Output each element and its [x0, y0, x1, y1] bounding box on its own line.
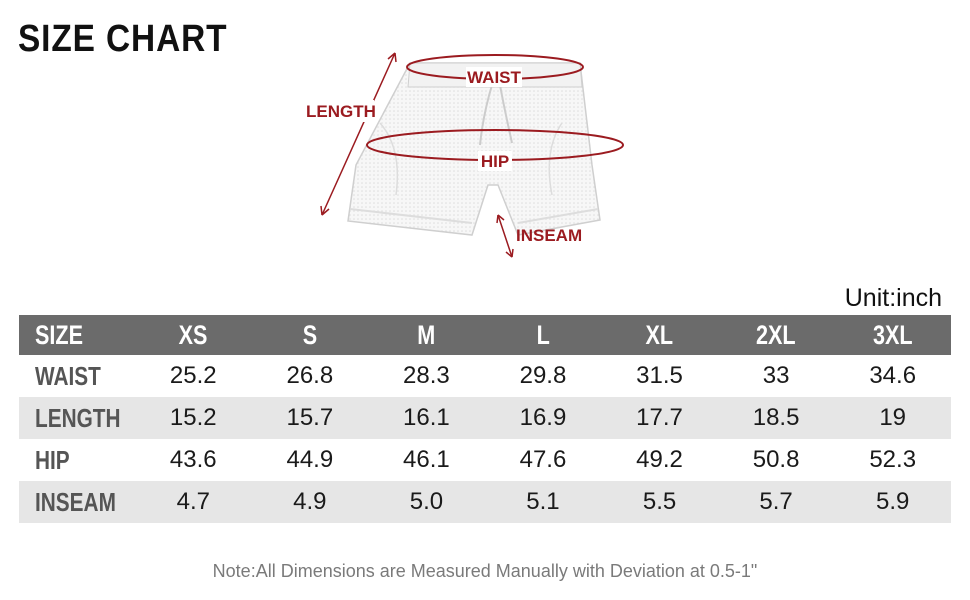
- measurement-note: Note:All Dimensions are Measured Manuall…: [212, 561, 758, 581]
- table-cell: 16.9: [484, 397, 602, 439]
- row-header-inseam: INSEAM: [19, 481, 135, 523]
- size-table: SIZE XS S M L XL 2XL 3XL WAIST 25.2 26.8…: [19, 315, 951, 523]
- table-cell: 5.0: [368, 481, 485, 523]
- column-header-size: SIZE: [19, 315, 135, 355]
- table-cell: 25.2: [169, 362, 217, 389]
- row-header-length: LENGTH: [19, 397, 135, 439]
- table-cell: 49.2: [636, 446, 683, 473]
- shorts-body: [347, 62, 601, 236]
- table-cell: 46.1: [403, 446, 450, 473]
- table-cell: 19: [834, 397, 951, 439]
- shorts-diagram: WAIST HIP LENGTH INSEAM: [300, 45, 630, 270]
- table-cell: 5.7: [717, 481, 835, 523]
- table-cell: 4.7: [135, 481, 252, 523]
- table-cell: 5.1: [484, 481, 602, 523]
- table-cell: 44.9: [286, 446, 334, 473]
- unit-label: Unit:inch: [844, 284, 942, 312]
- table-cell: 16.1: [368, 397, 485, 439]
- hip-label: HIP: [481, 152, 509, 171]
- column-header-l: L: [484, 315, 602, 355]
- table-cell: 33: [762, 362, 790, 389]
- column-header-s: S: [251, 315, 369, 355]
- table-cell: 28.3: [403, 362, 450, 389]
- row-header-hip: HIP: [35, 444, 70, 475]
- table-row-inseam: INSEAM 4.7 4.9 5.0 5.1 5.5 5.7 5.9: [19, 481, 951, 523]
- length-label: LENGTH: [306, 102, 376, 121]
- table-cell: 15.7: [251, 397, 369, 439]
- table-row-waist: WAIST 25.2 26.8 28.3 29.8 31.5 33 34.6: [19, 355, 951, 397]
- table-cell: 17.7: [601, 397, 718, 439]
- table-cell: 4.9: [251, 481, 369, 523]
- table-cell: 15.2: [135, 397, 252, 439]
- table-cell: 5.5: [601, 481, 718, 523]
- table-cell: 34.6: [869, 362, 917, 389]
- table-cell: 5.9: [834, 481, 951, 523]
- table-cell: 47.6: [519, 446, 567, 473]
- column-header-m: M: [368, 315, 485, 355]
- table-cell: 26.8: [286, 362, 334, 389]
- table-row-length: LENGTH 15.2 15.7 16.1 16.9 17.7 18.5 19: [19, 397, 951, 439]
- table-header-row: SIZE XS S M L XL 2XL 3XL: [19, 315, 951, 355]
- table-cell: 29.8: [519, 362, 567, 389]
- table-cell: 50.8: [752, 446, 800, 473]
- waist-label: WAIST: [467, 68, 521, 87]
- table-cell: 31.5: [636, 362, 683, 389]
- table-cell: 18.5: [717, 397, 835, 439]
- inseam-arrow: [497, 214, 513, 258]
- table-cell: 43.6: [169, 446, 217, 473]
- shorts-illustration: WAIST HIP LENGTH INSEAM: [306, 52, 624, 258]
- column-header-xs: XS: [135, 315, 252, 355]
- table-cell: 52.3: [869, 446, 917, 473]
- column-header-3xl: 3XL: [834, 315, 951, 355]
- drawstring: [479, 84, 513, 146]
- inseam-label: INSEAM: [516, 226, 582, 245]
- column-header-xl: XL: [601, 315, 718, 355]
- row-header-waist: WAIST: [35, 360, 101, 391]
- page-title: SIZE CHART: [18, 18, 228, 60]
- table-row-hip: HIP 43.6 44.9 46.1 47.6 49.2 50.8 52.3: [19, 439, 951, 481]
- column-header-2xl: 2XL: [717, 315, 835, 355]
- length-arrow: [321, 52, 396, 216]
